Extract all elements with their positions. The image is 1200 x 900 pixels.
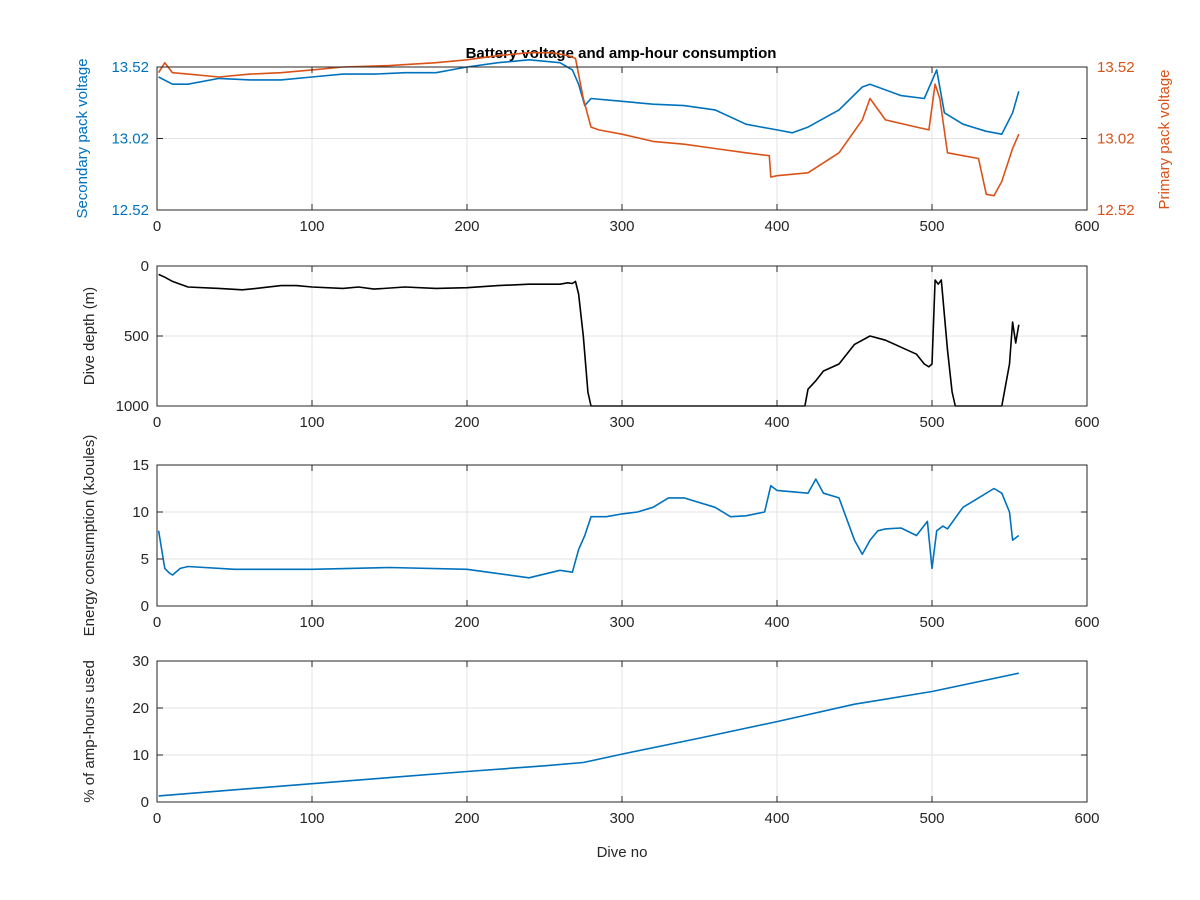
x-tick-label: 100 <box>299 218 324 235</box>
y-right-tick-label: 13.02 <box>1097 131 1135 148</box>
panel-4: 0 100 200 300 400 500 600 0 10 20 30 % of amp-hours… <box>81 653 1100 861</box>
y-axis-label: Secondary pack voltage <box>74 58 91 218</box>
y-tick-label: 13.52 <box>111 59 149 76</box>
series-line-1 <box>158 58 1020 135</box>
x-axis-label: Dive no <box>597 844 648 861</box>
y-tick-label: 13.02 <box>111 131 149 148</box>
x-tick-label: 500 <box>919 414 944 431</box>
x-tick-label: 600 <box>1074 414 1099 431</box>
y-tick-label: 0 <box>141 258 149 275</box>
x-tick-label: 300 <box>609 218 634 235</box>
grid <box>157 266 1087 406</box>
y-tick-label: 1000 <box>116 398 149 415</box>
x-tick-label: 400 <box>764 810 789 827</box>
x-tick-label: 100 <box>299 414 324 431</box>
x-tick-label: 200 <box>454 218 479 235</box>
x-tick-label: 300 <box>609 414 634 431</box>
x-tick-label: 100 <box>299 614 324 631</box>
y-right-tick-label: 12.52 <box>1097 202 1135 219</box>
x-tick-label: 500 <box>919 810 944 827</box>
x-tick-label: 400 <box>764 614 789 631</box>
y-tick-label: 12.52 <box>111 202 149 219</box>
x-tick-label: 600 <box>1074 218 1099 235</box>
y-tick-label: 5 <box>141 551 149 568</box>
x-tick-label: 0 <box>153 810 161 827</box>
y-right-tick-label: 13.52 <box>1097 59 1135 76</box>
x-tick-label: 300 <box>609 614 634 631</box>
y-tick-label: 10 <box>132 747 149 764</box>
x-tick-label: 0 <box>153 218 161 235</box>
y-axis-label: % of amp-hours used <box>81 660 98 803</box>
panel-3: 0 100 200 300 400 500 600 0 5 10 15 Energy consumpt… <box>81 435 1100 637</box>
y-tick-label: 15 <box>132 457 149 474</box>
y-axis-label: Energy consumption (kJoules) <box>81 435 98 637</box>
y-tick-label: 500 <box>124 328 149 345</box>
y-axis-label: Dive depth (m) <box>81 287 98 385</box>
x-tick-label: 500 <box>919 614 944 631</box>
x-tick-label: 200 <box>454 810 479 827</box>
x-tick-label: 0 <box>153 614 161 631</box>
x-tick-label: 400 <box>764 414 789 431</box>
x-tick-label: 400 <box>764 218 789 235</box>
x-tick-label: 600 <box>1074 614 1099 631</box>
y-tick-label: 0 <box>141 598 149 615</box>
x-tick-label: 200 <box>454 414 479 431</box>
x-tick-label: 600 <box>1074 810 1099 827</box>
x-tick-label: 200 <box>454 614 479 631</box>
grid <box>157 67 1087 210</box>
y-tick-label: 0 <box>141 794 149 811</box>
x-tick-label: 500 <box>919 218 944 235</box>
y-tick-label: 30 <box>132 653 149 670</box>
series-line-2 <box>157 51 1020 197</box>
grid <box>157 661 1087 802</box>
panel-2: 0 100 200 300 400 500 600 0 500 1000 Dive depth (m… <box>81 258 1100 431</box>
y-tick-label: 20 <box>132 700 149 717</box>
x-tick-label: 100 <box>299 810 324 827</box>
series-line-1 <box>158 273 1020 407</box>
y-right-axis-label: Primary pack voltage <box>1156 69 1173 209</box>
grid <box>157 465 1087 606</box>
x-tick-label: 300 <box>609 810 634 827</box>
y-tick-label: 10 <box>132 504 149 521</box>
series-line-1 <box>158 672 1019 797</box>
series-line-1 <box>157 478 1020 579</box>
panel-1: 0 100 200 300 400 500 60012.5213.0213.5212.521… <box>74 51 1173 235</box>
x-tick-label: 0 <box>153 414 161 431</box>
chart-title: Battery voltage and amp-hour consumption <box>466 45 777 62</box>
